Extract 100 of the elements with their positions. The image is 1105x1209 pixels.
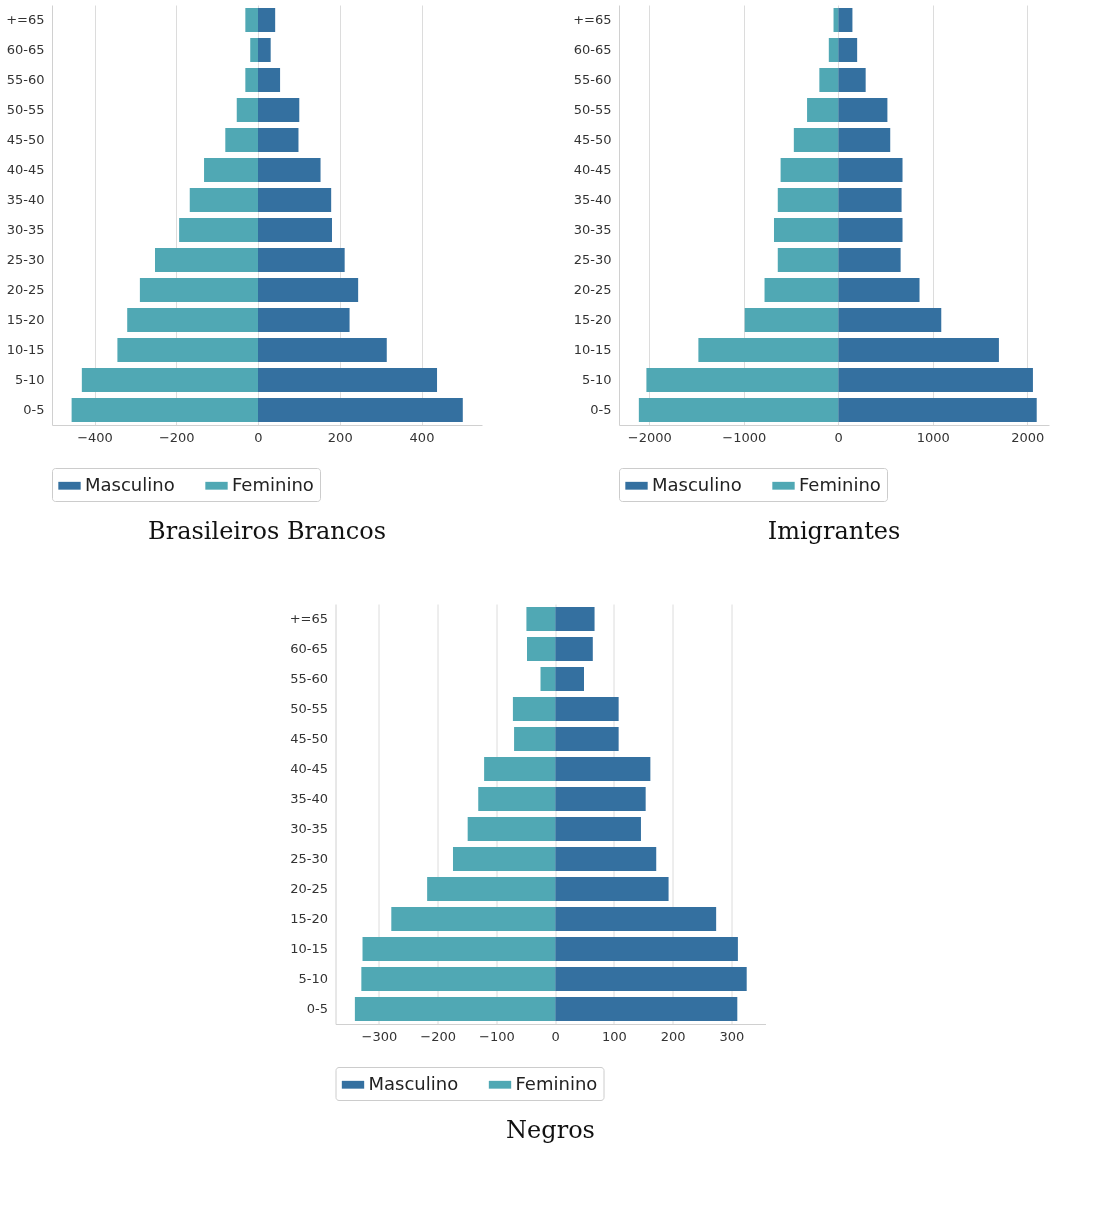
bar bbox=[258, 68, 281, 92]
y-tick-label: 30-35 bbox=[573, 222, 612, 237]
y-tick-label: 60-65 bbox=[290, 641, 328, 656]
bar bbox=[793, 128, 839, 152]
bar bbox=[258, 188, 332, 212]
y-tick-label: 25-30 bbox=[6, 252, 45, 267]
bar bbox=[555, 817, 641, 841]
bar bbox=[807, 98, 839, 122]
y-tick-label: +=65 bbox=[6, 12, 45, 27]
y-tick-label: 45-50 bbox=[6, 132, 45, 147]
y-tick-label: 40-45 bbox=[6, 162, 45, 177]
bar bbox=[527, 637, 556, 661]
bar bbox=[828, 38, 839, 62]
legend-label: Feminino bbox=[232, 473, 314, 495]
x-tick-label: −300 bbox=[361, 1028, 398, 1044]
y-tick-label: 5-10 bbox=[298, 971, 328, 986]
y-tick-label: 15-20 bbox=[290, 911, 328, 926]
x-tick-label: −400 bbox=[77, 429, 113, 445]
x-tick-label: 2000 bbox=[1011, 429, 1045, 445]
bar bbox=[838, 68, 866, 92]
bar bbox=[467, 817, 556, 841]
x-tick-label: 1000 bbox=[916, 429, 950, 445]
bar bbox=[555, 697, 619, 721]
bar bbox=[838, 128, 891, 152]
x-tick-label: −2000 bbox=[627, 429, 672, 445]
y-tick-label: 10-15 bbox=[6, 342, 45, 357]
bar bbox=[81, 368, 259, 392]
bar bbox=[777, 248, 839, 272]
y-tick-label: +=65 bbox=[573, 12, 612, 27]
bar bbox=[838, 278, 920, 302]
y-tick-label: 15-20 bbox=[573, 312, 612, 327]
bar bbox=[838, 38, 858, 62]
text: Imigrantes bbox=[767, 516, 901, 545]
y-tick-label: 45-50 bbox=[573, 132, 612, 147]
y-tick-label: 15-20 bbox=[6, 312, 45, 327]
y-tick-label: 25-30 bbox=[573, 252, 612, 267]
y-tick-label: 10-15 bbox=[290, 941, 328, 956]
bar bbox=[638, 398, 839, 422]
bar bbox=[354, 997, 556, 1021]
bar bbox=[155, 248, 259, 272]
bar bbox=[361, 967, 556, 991]
bar bbox=[204, 158, 259, 182]
y-tick-label: 0-5 bbox=[23, 402, 45, 417]
bar bbox=[189, 188, 259, 212]
bar bbox=[764, 278, 839, 302]
y-tick-label: 25-30 bbox=[290, 851, 328, 866]
bar bbox=[514, 727, 556, 751]
bar bbox=[258, 398, 463, 422]
y-tick-label: 35-40 bbox=[573, 192, 612, 207]
x-tick-label: −200 bbox=[420, 1028, 457, 1044]
bar bbox=[773, 218, 839, 242]
bar bbox=[838, 398, 1037, 422]
bar bbox=[258, 218, 332, 242]
bar bbox=[512, 697, 556, 721]
bar bbox=[838, 218, 903, 242]
y-tick-label: 50-55 bbox=[290, 701, 328, 716]
legend-label: Masculino bbox=[652, 473, 742, 495]
bar bbox=[71, 398, 259, 422]
bar bbox=[838, 158, 903, 182]
bar bbox=[540, 667, 556, 691]
bar bbox=[258, 158, 321, 182]
bar bbox=[427, 877, 556, 901]
bar bbox=[838, 368, 1033, 392]
y-tick-label: +=65 bbox=[289, 611, 328, 626]
y-tick-label: 5-10 bbox=[581, 372, 612, 387]
x-tick-label: 200 bbox=[327, 429, 353, 445]
x-tick-label: 0 bbox=[834, 429, 843, 445]
bar bbox=[245, 68, 259, 92]
bar bbox=[555, 937, 738, 961]
y-tick-label: 10-15 bbox=[573, 342, 612, 357]
y-tick-label: 35-40 bbox=[290, 791, 328, 806]
y-tick-label: 60-65 bbox=[573, 42, 612, 57]
y-tick-label: 0-5 bbox=[306, 1001, 328, 1016]
bar bbox=[698, 338, 839, 362]
bar bbox=[391, 907, 556, 931]
bar bbox=[258, 368, 438, 392]
y-tick-label: 55-60 bbox=[290, 671, 328, 686]
bar bbox=[179, 218, 259, 242]
y-tick-label: 60-65 bbox=[6, 42, 45, 57]
legend-label: Masculino bbox=[368, 1072, 459, 1094]
bar bbox=[139, 278, 259, 302]
x-tick-label: 300 bbox=[719, 1028, 745, 1044]
x-tick-label: 0 bbox=[254, 429, 263, 445]
bar bbox=[555, 907, 717, 931]
bar bbox=[258, 38, 271, 62]
y-tick-label: 30-35 bbox=[290, 821, 328, 836]
y-tick-label: 55-60 bbox=[573, 72, 612, 87]
text: Negros bbox=[506, 1115, 595, 1144]
legend-label: Feminino bbox=[515, 1072, 598, 1094]
bar bbox=[838, 338, 999, 362]
bar bbox=[362, 937, 556, 961]
bar bbox=[258, 338, 387, 362]
bar bbox=[258, 98, 300, 122]
bar bbox=[555, 997, 738, 1021]
bar bbox=[744, 308, 839, 332]
bar bbox=[555, 787, 646, 811]
y-tick-label: 55-60 bbox=[6, 72, 45, 87]
x-tick-label: −1000 bbox=[722, 429, 767, 445]
y-tick-label: 45-50 bbox=[290, 731, 328, 746]
y-tick-label: 20-25 bbox=[573, 282, 612, 297]
